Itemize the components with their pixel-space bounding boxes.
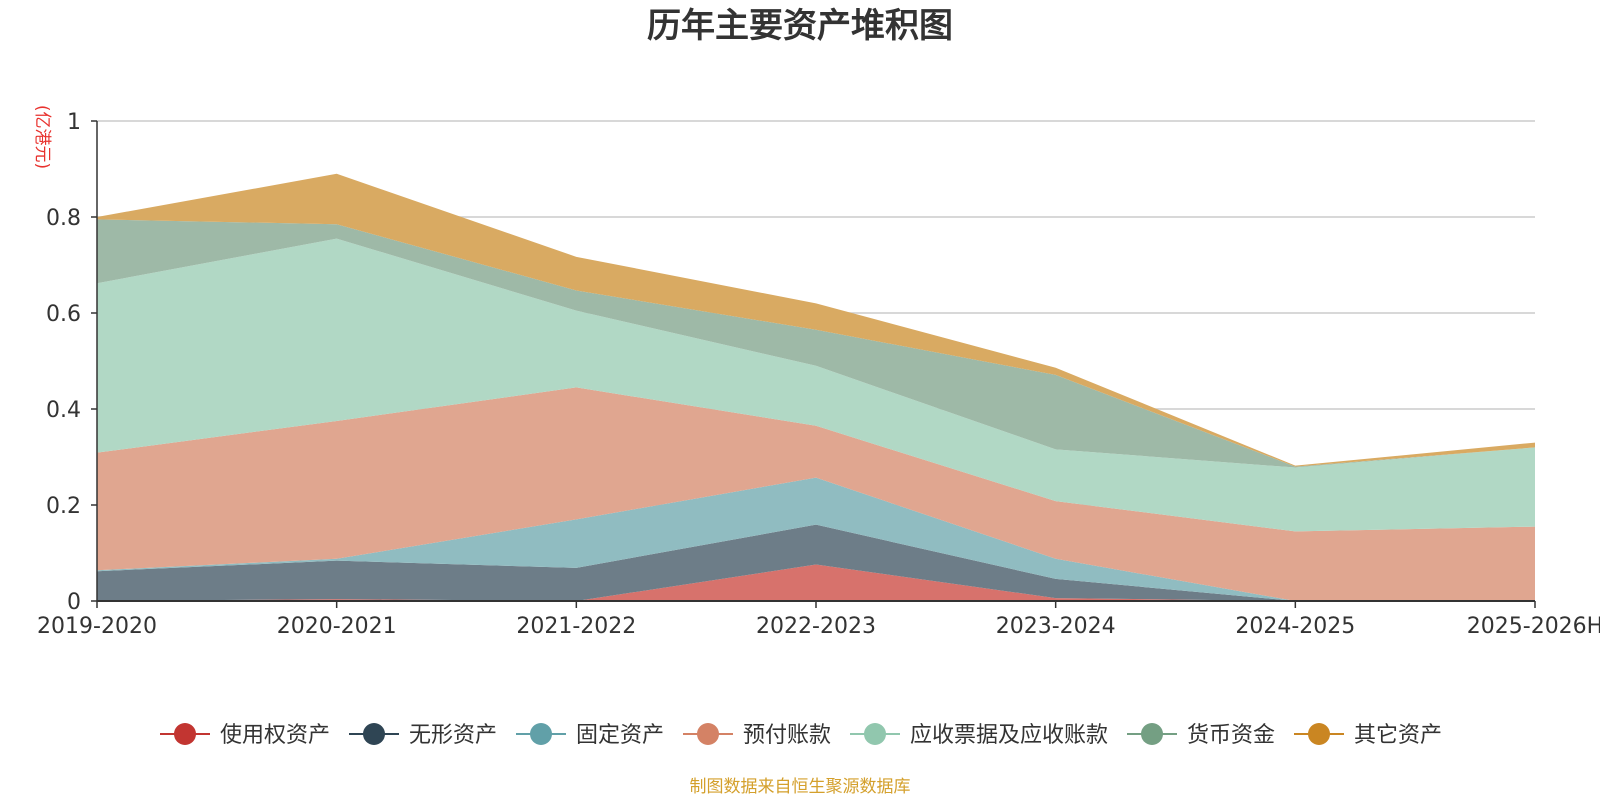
x-tick-label: 2024-2025 (1235, 614, 1355, 639)
legend-item-2: 固定资产 (516, 723, 664, 748)
legend-item-6: 其它资产 (1294, 723, 1442, 748)
x-tick-label: 2025-2026H (1467, 614, 1600, 639)
legend-item-4: 应收票据及应收账款 (850, 723, 1108, 748)
legend-circle-marker (530, 723, 552, 745)
x-tick-label: 2023-2024 (996, 614, 1116, 639)
y-tick-label: 0.8 (46, 206, 81, 231)
axes: 0 0.2 0.4 0.6 0.8 1 2019-2020 2020-2021 2021-202… (37, 110, 1600, 639)
legend-label: 无形资产 (409, 723, 497, 748)
y-tick-label: 0.2 (46, 494, 81, 519)
area-series-1 (97, 524, 1535, 601)
x-tick-label: 2022-2023 (756, 614, 876, 639)
legend-circle-marker (1308, 723, 1330, 745)
legend-label: 预付账款 (743, 723, 831, 748)
area-series-6 (97, 173, 1535, 467)
legend-item-5: 货币资金 (1127, 723, 1275, 748)
area-series-group (97, 173, 1535, 601)
area-series-5 (97, 219, 1535, 468)
area-series-0 (97, 564, 1535, 601)
y-tick-label: 0.6 (46, 302, 81, 327)
legend: 使用权资产 无形资产 固定资产 预付账款 应收票据及应收账款 货币资金 其它资产 (160, 723, 1442, 748)
legend-item-0: 使用权资产 (160, 723, 330, 748)
x-tick-label: 2019-2020 (37, 614, 157, 639)
legend-circle-marker (864, 723, 886, 745)
legend-circle-marker (363, 723, 385, 745)
legend-label: 其它资产 (1354, 723, 1442, 748)
legend-label: 固定资产 (576, 723, 664, 748)
legend-item-1: 无形资产 (349, 723, 497, 748)
x-tick-label: 2020-2021 (277, 614, 397, 639)
legend-label: 使用权资产 (220, 723, 330, 748)
legend-label: 应收票据及应收账款 (910, 723, 1108, 748)
y-tick-label: 0 (67, 590, 81, 615)
y-axis-unit-label: (亿港元) (32, 105, 52, 169)
area-series-2 (97, 477, 1535, 601)
legend-circle-marker (174, 723, 196, 745)
legend-circle-marker (1141, 723, 1163, 745)
y-tick-label: 0.4 (46, 398, 81, 423)
data-source-note: 制图数据来自恒生聚源数据库 (690, 777, 911, 797)
area-series-4 (97, 238, 1535, 532)
area-series-3 (97, 387, 1535, 601)
chart-title: 历年主要资产堆积图 (647, 6, 953, 46)
legend-item-3: 预付账款 (683, 723, 831, 748)
y-tick-label: 1 (67, 110, 81, 135)
legend-circle-marker (697, 723, 719, 745)
x-tick-label: 2021-2022 (516, 614, 636, 639)
legend-label: 货币资金 (1187, 723, 1275, 748)
